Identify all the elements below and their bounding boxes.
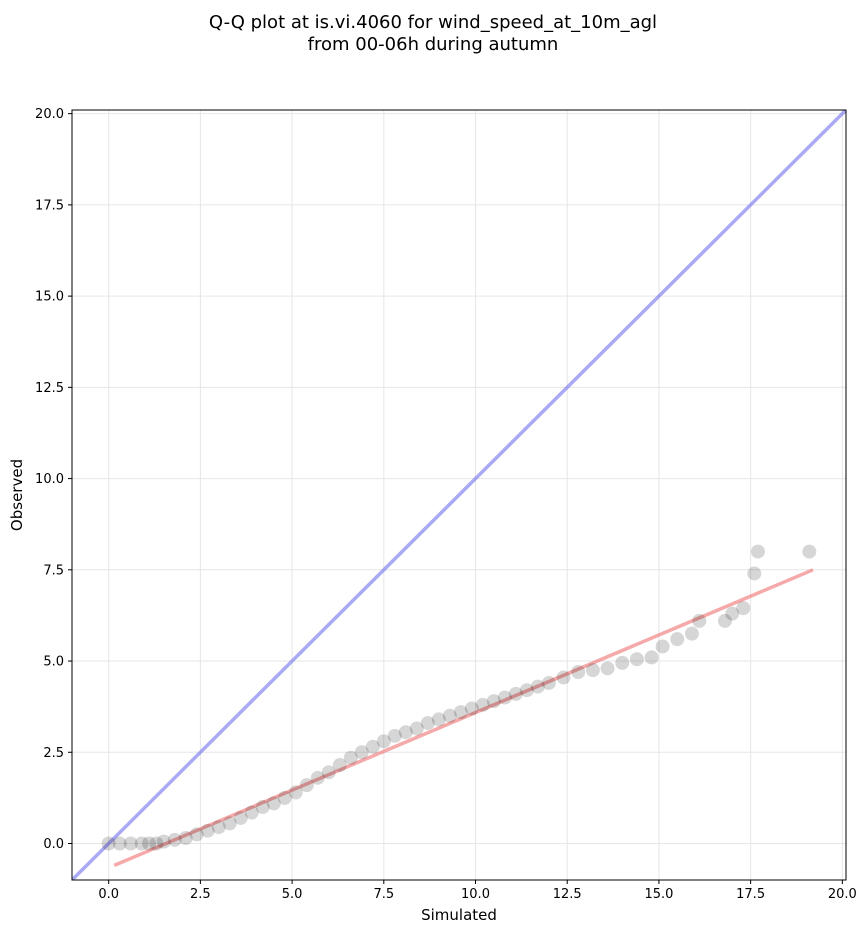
data-point xyxy=(244,805,259,820)
data-point xyxy=(497,690,512,705)
y-tick-label: 10.0 xyxy=(35,472,64,487)
x-tick-label: 5.0 xyxy=(282,887,303,902)
data-point xyxy=(644,650,659,665)
data-point xyxy=(585,663,600,678)
y-tick-label: 7.5 xyxy=(43,563,64,578)
data-point xyxy=(475,697,490,712)
x-tick-label: 0.0 xyxy=(98,887,119,902)
fit-line xyxy=(113,568,814,868)
data-point xyxy=(750,544,765,559)
data-point xyxy=(343,750,358,765)
data-point xyxy=(453,705,468,720)
data-point xyxy=(530,679,545,694)
data-point xyxy=(736,601,751,616)
y-axis-label: Observed xyxy=(8,459,26,531)
data-point xyxy=(670,632,685,647)
data-point xyxy=(142,836,157,851)
data-point xyxy=(600,661,615,676)
data-point xyxy=(519,683,534,698)
data-point xyxy=(255,800,270,815)
x-tick-label: 15.0 xyxy=(644,887,673,902)
data-point xyxy=(431,712,446,727)
data-point xyxy=(464,701,479,716)
data-point xyxy=(112,836,127,851)
y-tick-label: 5.0 xyxy=(43,655,64,670)
data-point xyxy=(615,655,630,670)
data-point xyxy=(747,566,762,581)
identity-line xyxy=(72,110,846,880)
plot-frame xyxy=(71,109,847,881)
data-point xyxy=(442,708,457,723)
y-tick-label: 17.5 xyxy=(35,198,64,213)
data-point xyxy=(200,823,215,838)
chart-title-line-1: Q-Q plot at is.vi.4060 for wind_speed_at… xyxy=(208,12,658,33)
data-point xyxy=(420,716,435,731)
data-point xyxy=(692,613,707,628)
axis-ticks: 0.0 2.5 5.0 7.5 10.0 12.5 15.0 17.5 20.0 0.0 2.5 5.… xyxy=(35,107,857,902)
y-tick-label: 2.5 xyxy=(43,746,64,761)
data-point xyxy=(167,832,182,847)
data-point xyxy=(629,652,644,667)
data-point xyxy=(299,778,314,793)
data-point xyxy=(288,785,303,800)
data-point xyxy=(266,796,281,811)
data-point xyxy=(123,836,138,851)
x-tick-label: 2.5 xyxy=(190,887,211,902)
data-point xyxy=(556,670,571,685)
data-point xyxy=(101,836,116,851)
chart-title: Q-Q plot at is.vi.4060 for wind_speed_at… xyxy=(0,12,866,56)
data-point xyxy=(376,734,391,749)
x-tick-label: 20.0 xyxy=(828,887,857,902)
data-point xyxy=(508,686,523,701)
chart-title-line-2: from 00-06h during autumn xyxy=(307,34,559,55)
y-tick-label: 15.0 xyxy=(35,290,64,305)
x-tick-label: 7.5 xyxy=(373,887,394,902)
data-points xyxy=(101,544,817,851)
data-point xyxy=(655,639,670,654)
data-point xyxy=(310,770,325,785)
data-point xyxy=(233,810,248,825)
x-axis-label: Simulated xyxy=(421,906,497,924)
data-point xyxy=(189,827,204,842)
data-point xyxy=(332,758,347,773)
data-point xyxy=(541,675,556,690)
data-point xyxy=(156,834,171,849)
x-tick-label: 12.5 xyxy=(553,887,582,902)
data-point xyxy=(398,725,413,740)
reference-lines xyxy=(72,110,846,880)
x-tick-label: 17.5 xyxy=(736,887,765,902)
data-point xyxy=(222,816,237,831)
data-point xyxy=(178,831,193,846)
data-point xyxy=(802,544,817,559)
data-point xyxy=(149,836,164,851)
y-tick-label: 0.0 xyxy=(43,837,64,852)
data-point xyxy=(211,820,226,835)
data-point xyxy=(486,694,501,709)
data-point xyxy=(354,745,369,760)
x-tick-label: 10.0 xyxy=(461,887,490,902)
y-tick-label: 20.0 xyxy=(35,107,64,122)
data-point xyxy=(321,765,336,780)
data-point xyxy=(717,613,732,628)
y-tick-label: 12.5 xyxy=(35,381,64,396)
data-point xyxy=(725,606,740,621)
data-point xyxy=(571,664,586,679)
data-point xyxy=(365,739,380,754)
data-point xyxy=(684,626,699,641)
data-point xyxy=(277,790,292,805)
data-point xyxy=(387,728,402,743)
data-point xyxy=(134,836,149,851)
data-point xyxy=(409,721,424,736)
